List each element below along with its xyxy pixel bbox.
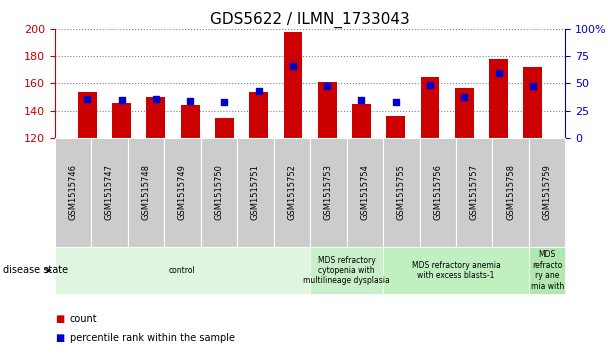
Text: ■: ■ — [55, 333, 64, 343]
Text: disease state: disease state — [3, 265, 68, 276]
Text: GSM1515756: GSM1515756 — [434, 164, 442, 220]
Text: GSM1515758: GSM1515758 — [506, 164, 515, 220]
Text: GSM1515747: GSM1515747 — [105, 164, 114, 220]
Bar — [318, 82, 337, 138]
Bar — [78, 91, 97, 138]
Point — [254, 88, 263, 94]
Point — [391, 99, 401, 105]
Point — [185, 98, 195, 104]
Point — [460, 94, 469, 99]
Text: MDS
refracto
ry ane
mia with: MDS refracto ry ane mia with — [531, 250, 564, 290]
Text: GSM1515757: GSM1515757 — [470, 164, 478, 220]
Bar — [455, 87, 474, 138]
Bar — [181, 105, 199, 138]
Text: GSM1515753: GSM1515753 — [324, 164, 333, 220]
Text: GSM1515752: GSM1515752 — [288, 164, 296, 220]
Bar — [421, 77, 440, 138]
Text: MDS refractory
cytopenia with
multilineage dysplasia: MDS refractory cytopenia with multilinea… — [303, 256, 390, 285]
Point — [219, 99, 229, 105]
Text: GSM1515746: GSM1515746 — [69, 164, 77, 220]
Point — [425, 82, 435, 87]
Bar — [112, 102, 131, 138]
Point — [288, 63, 298, 69]
Bar — [523, 67, 542, 138]
Text: GSM1515755: GSM1515755 — [397, 164, 406, 220]
Point — [357, 97, 367, 103]
Text: percentile rank within the sample: percentile rank within the sample — [70, 333, 235, 343]
Bar — [386, 116, 405, 138]
Text: control: control — [169, 266, 196, 275]
Bar — [249, 91, 268, 138]
Text: count: count — [70, 314, 97, 325]
Point — [322, 83, 332, 89]
Bar — [283, 32, 302, 138]
Point — [528, 83, 537, 89]
Text: GSM1515751: GSM1515751 — [251, 164, 260, 220]
Bar — [215, 118, 234, 138]
Bar — [352, 104, 371, 138]
Text: GSM1515748: GSM1515748 — [142, 164, 150, 220]
Text: MDS refractory anemia
with excess blasts-1: MDS refractory anemia with excess blasts… — [412, 261, 500, 280]
Text: GSM1515759: GSM1515759 — [543, 164, 551, 220]
Point — [151, 96, 161, 102]
Text: GSM1515754: GSM1515754 — [361, 164, 369, 220]
Point — [83, 96, 92, 102]
Text: ■: ■ — [55, 314, 64, 325]
Bar — [489, 59, 508, 138]
Point — [117, 97, 126, 103]
Bar — [147, 97, 165, 138]
Text: GSM1515749: GSM1515749 — [178, 164, 187, 220]
Text: GSM1515750: GSM1515750 — [215, 164, 223, 220]
Point — [494, 70, 503, 76]
Title: GDS5622 / ILMN_1733043: GDS5622 / ILMN_1733043 — [210, 12, 410, 28]
